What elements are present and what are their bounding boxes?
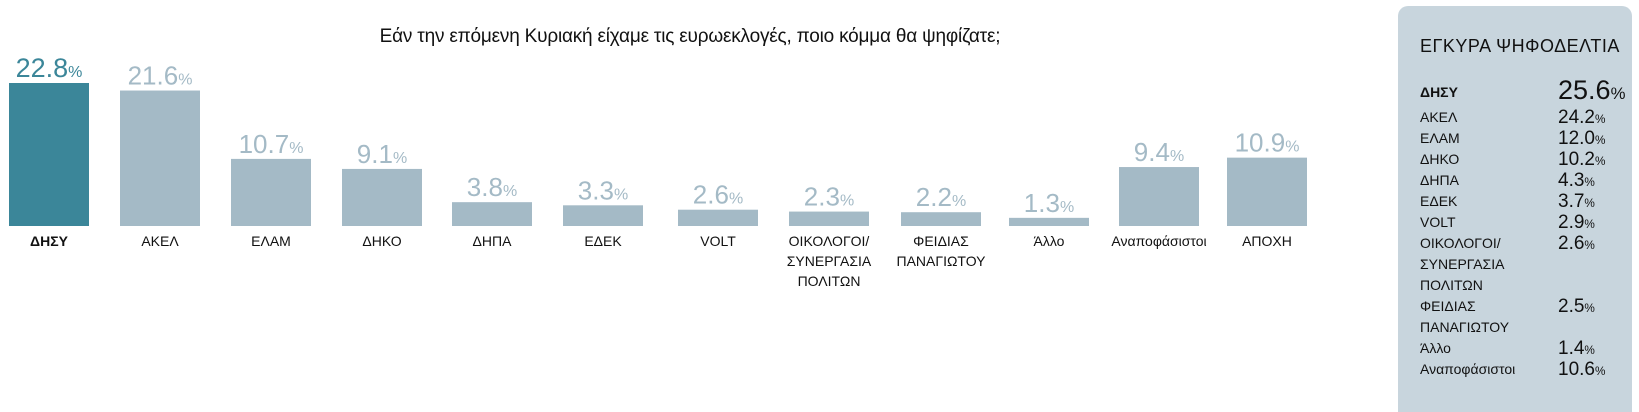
category-label-2: ΑΚΕΛ <box>141 233 179 249</box>
panel-row-value: 1.4% <box>1558 338 1595 359</box>
bar-12 <box>1227 157 1307 226</box>
data-label-5: 3.8% <box>467 172 517 202</box>
panel-row-label: ΑΚΕΛ <box>1420 109 1458 125</box>
bar-chart: 22.8% ΔΗΣΥ 21.6% ΑΚΕΛ 10.7% ΕΛΑΜ 9.1% ΔΗΚΟ 3.8% Δ… <box>9 53 1307 289</box>
panel-rows: ΔΗΣΥ 25.6% ΑΚΕΛ 24.2% ΕΛΑΜ 12.0% ΔΗΚΟ 10.2% ΔΗΠΑ… <box>1420 77 1625 381</box>
category-label-6: ΕΔΕΚ <box>584 233 622 249</box>
panel-row-label: Αναποφάσιστοι <box>1420 361 1516 377</box>
data-label-4: 9.1% <box>357 139 407 169</box>
bar-8 <box>789 211 869 226</box>
category-label-12: ΑΠΟΧΗ <box>1242 233 1292 249</box>
panel-row: ΔΗΣΥ 25.6% <box>1420 77 1625 104</box>
panel-row-label: ΕΔΕΚ <box>1420 193 1458 209</box>
panel-row: VOLT 2.9% <box>1420 212 1620 233</box>
panel-row-value: 3.7% <box>1558 191 1595 212</box>
category-label-11: Αναποφάσιστοι <box>1111 233 1206 249</box>
data-label-3: 10.7% <box>239 129 304 159</box>
panel-row-value: 12.0% <box>1558 128 1606 149</box>
bar-9 <box>901 212 981 226</box>
panel-row-value: 24.2% <box>1558 107 1606 128</box>
data-label-1: 22.8% <box>16 53 83 83</box>
data-label-10: 1.3% <box>1024 188 1074 218</box>
category-label-4: ΔΗΚΟ <box>362 233 401 249</box>
panel-row: Άλλο 1.4% <box>1420 338 1620 359</box>
bar-5 <box>452 202 532 226</box>
bar-10 <box>1009 217 1089 226</box>
chart-title: Εάν την επόμενη Κυριακή είχαμε τις ευρωε… <box>379 26 1001 47</box>
category-label-1: ΔΗΣΥ <box>30 233 69 249</box>
panel-row: ΕΔΕΚ 3.7% <box>1420 191 1620 212</box>
panel-title: ΕΓΚΥΡΑ ΨΗΦΟΔΕΛΤΙΑ <box>1420 36 1620 56</box>
panel-row-value: 25.6% <box>1558 75 1626 105</box>
bar-6 <box>563 205 643 226</box>
panel-row: Αναποφάσιστοι 10.6% <box>1420 359 1620 380</box>
data-label-11: 9.4% <box>1134 137 1184 167</box>
bar-7 <box>678 209 758 226</box>
panel-row-label: VOLT <box>1420 214 1456 230</box>
panel-row: ΦΕΙΔΙΑΣ ΠΑΝΑΓΙΩΤΟΥ 2.5% <box>1420 296 1620 338</box>
valid-ballots-panel: ΕΓΚΥΡΑ ΨΗΦΟΔΕΛΤΙΑ ΔΗΣΥ 25.6% ΑΚΕΛ 24.2% ΕΛΑΜ… <box>1398 6 1632 412</box>
bar-4 <box>342 168 422 226</box>
category-label-7: VOLT <box>700 233 736 249</box>
panel-row: ΑΚΕΛ 24.2% <box>1420 107 1620 128</box>
panel-row: ΔΗΠΑ 4.3% <box>1420 170 1620 191</box>
data-label-12: 10.9% <box>1235 128 1300 158</box>
panel-row-label: ΟΙΚΟΛΟΓΟΙ/ΣΥΝΕΡΓΑΣΙΑ ΠΟΛΙΤΩΝ <box>1420 235 1505 293</box>
panel-row-value: 4.3% <box>1558 170 1595 191</box>
category-label-3: ΕΛΑΜ <box>251 233 291 249</box>
panel-row-label: ΔΗΠΑ <box>1420 172 1459 188</box>
panel-row-label: Άλλο <box>1420 340 1451 356</box>
panel-row-value: 2.9% <box>1558 212 1595 233</box>
category-label-8: ΟΙΚΟΛΟΓΟΙ/ΣΥΝΕΡΓΑΣΙΑ ΠΟΛΙΤΩΝ <box>787 233 872 289</box>
panel-row-value: 10.6% <box>1558 359 1606 380</box>
data-label-9: 2.2% <box>916 182 966 212</box>
bar-1 <box>9 83 89 226</box>
bar-11 <box>1119 167 1199 226</box>
panel-row: ΔΗΚΟ 10.2% <box>1420 149 1620 170</box>
bar-2 <box>120 90 200 227</box>
category-label-10: Άλλο <box>1034 233 1065 249</box>
data-label-8: 2.3% <box>804 182 854 212</box>
data-label-6: 3.3% <box>578 175 628 205</box>
panel-row: ΟΙΚΟΛΟΓΟΙ/ΣΥΝΕΡΓΑΣΙΑ ΠΟΛΙΤΩΝ 2.6% <box>1420 233 1620 296</box>
panel-row-label: ΔΗΣΥ <box>1420 84 1458 100</box>
bar-3 <box>231 158 311 226</box>
panel-row-value: 10.2% <box>1558 149 1606 170</box>
data-label-7: 2.6% <box>693 180 743 210</box>
panel-row-value: 2.5% <box>1558 296 1595 317</box>
category-label-9: ΦΕΙΔΙΑΣ ΠΑΝΑΓΙΩΤΟΥ <box>896 233 986 269</box>
panel-row-label: ΦΕΙΔΙΑΣ ΠΑΝΑΓΙΩΤΟΥ <box>1420 298 1510 335</box>
panel-row: ΕΛΑΜ 12.0% <box>1420 128 1620 149</box>
data-label-2: 21.6% <box>128 61 193 91</box>
panel-row-label: ΔΗΚΟ <box>1420 151 1460 167</box>
category-label-5: ΔΗΠΑ <box>473 233 513 249</box>
panel-row-value: 2.6% <box>1558 233 1595 254</box>
panel-row-label: ΕΛΑΜ <box>1420 130 1460 146</box>
